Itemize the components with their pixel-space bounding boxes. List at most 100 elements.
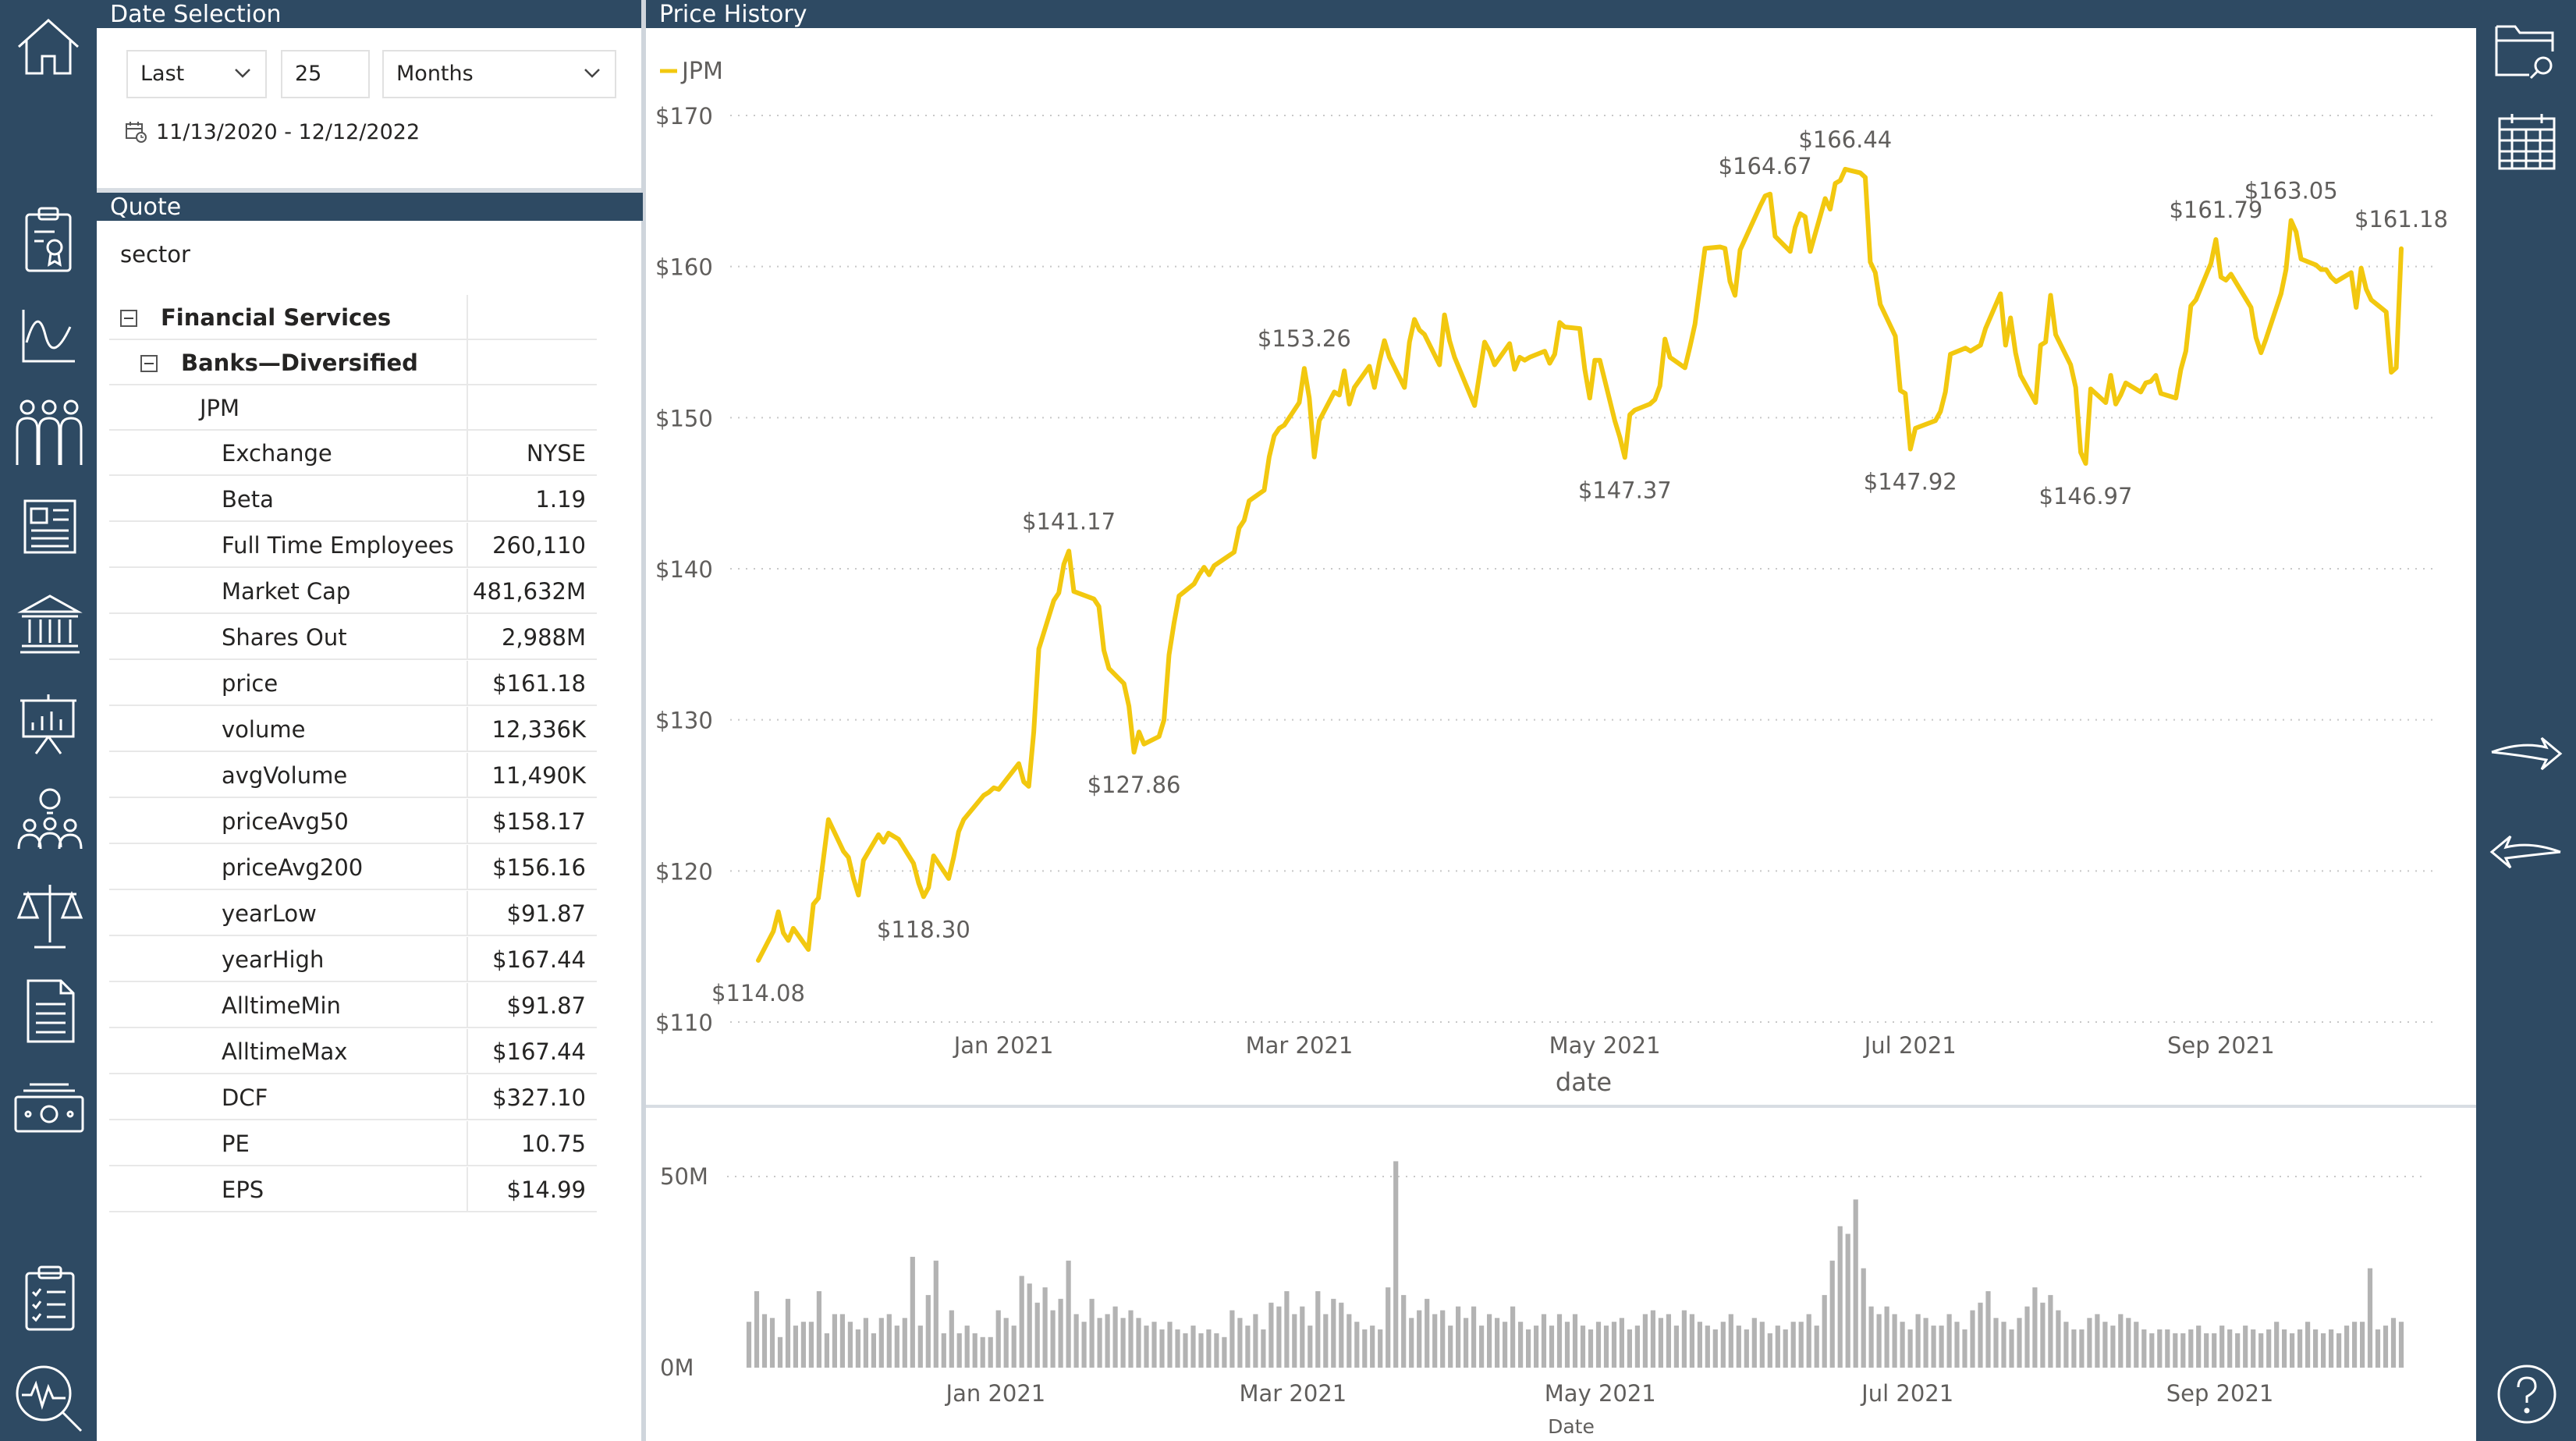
volume-bar [1190,1326,1196,1368]
data-label: $147.37 [1578,477,1672,503]
home-icon[interactable] [16,17,81,76]
volume-bar [1448,1326,1453,1368]
quote-row-value: $91.87 [506,992,586,1019]
clipboard-ribbon-icon[interactable] [23,207,73,272]
cash-icon[interactable] [12,1083,86,1133]
volume-bar [1619,1318,1624,1368]
volume-bar [793,1326,798,1368]
relative-count-input[interactable]: 25 [281,50,370,98]
quote-row-label: EPS [222,1177,264,1203]
collapse-icon[interactable] [140,355,158,372]
line-chart-icon[interactable] [20,308,76,364]
volume-bar [839,1314,845,1368]
volume-bar [1019,1276,1024,1368]
volume-bar [1697,1322,1702,1368]
volume-bar [1323,1314,1329,1368]
volume-bar [972,1333,978,1368]
data-label: $141.17 [1022,508,1116,534]
volume-bar [1556,1314,1563,1368]
volume-bar [1136,1318,1141,1368]
volume-bar [1261,1329,1266,1368]
volume-bar [1892,1314,1897,1368]
volume-bar [1401,1294,1407,1368]
volume-bar [2079,1329,2085,1368]
chart-divider [646,1105,2476,1108]
volume-bar [1681,1310,1687,1368]
volume-bar [1526,1329,1531,1368]
y-tick-label: 50M [660,1163,708,1190]
quote-row: Beta 1.19 [109,477,597,522]
volume-bar [1650,1310,1655,1368]
calendar-clock-icon [126,122,147,143]
volume-bar [2126,1318,2131,1368]
arrow-right-icon[interactable] [2490,733,2562,774]
sector-row[interactable]: Financial Services [109,295,597,340]
price-line-chart: $110 $120 $130 $140 $150 $160 $170 Jan 2021 Mar… [655,58,2448,1097]
volume-bar [2336,1333,2342,1368]
volume-bar [2204,1333,2209,1368]
volume-bar [816,1291,821,1368]
volume-bar [1058,1298,1063,1368]
volume-bar [925,1294,931,1368]
checklist-icon[interactable] [25,1265,75,1331]
volume-bar [1627,1329,1632,1368]
left-nav-rail [0,0,97,1441]
bank-icon[interactable] [19,595,81,654]
volume-bar [1464,1318,1469,1368]
relative-unit-value: Months [396,62,474,86]
volume-bar [1595,1322,1602,1368]
volume-bar [1900,1322,1905,1368]
volume-bar [2375,1329,2381,1368]
x-axis-title: date [1556,1067,1612,1097]
volume-bar [1081,1322,1087,1368]
chart-legend[interactable]: JPM [660,58,723,85]
relative-mode-dropdown[interactable]: Last [126,50,267,98]
quote-row: Market Cap 481,632M [109,569,597,614]
volume-bar [1689,1314,1694,1368]
quote-row: yearHigh $167.44 [109,937,597,982]
people-group-icon[interactable] [14,398,84,467]
quote-row-label: priceAvg50 [222,808,349,835]
volume-bar [1518,1322,1524,1368]
relative-unit-dropdown[interactable]: Months [382,50,616,98]
volume-bar [1487,1314,1492,1368]
volume-bar [1284,1291,1290,1368]
quote-row-label: priceAvg200 [222,854,364,881]
calendar-icon[interactable] [2498,112,2556,170]
collapse-icon[interactable] [120,310,137,327]
presentation-chart-icon[interactable] [19,693,78,755]
volume-bar [1471,1306,1477,1368]
volume-bar [1907,1329,1913,1368]
folder-search-icon[interactable] [2495,20,2559,78]
volume-bar [2274,1322,2280,1368]
volume-bar [1151,1322,1157,1368]
volume-bar [1845,1233,1850,1368]
volume-bar [1066,1260,1071,1368]
volume-bar [1744,1329,1749,1368]
document-icon[interactable] [27,979,75,1043]
volume-bar [847,1322,853,1368]
help-icon[interactable] [2496,1364,2557,1425]
symbol-row[interactable]: JPM [109,385,597,431]
y-tick-label: 0M [660,1354,694,1381]
lightbulb-team-icon[interactable] [17,786,83,850]
scales-icon[interactable] [16,883,84,949]
volume-bar [1362,1329,1368,1368]
volume-bar [1541,1314,1547,1368]
volume-bar [1946,1314,1952,1368]
volume-bar [761,1314,768,1368]
quote-header: Quote [97,193,643,221]
heartbeat-search-icon[interactable] [14,1364,84,1432]
quote-row: priceAvg50 $158.17 [109,799,597,844]
industry-row[interactable]: Banks—Diversified [109,340,597,385]
volume-bar [1097,1318,1102,1368]
newspaper-icon[interactable] [23,499,76,554]
x-tick-label: Jul 2021 [1860,1380,1953,1407]
volume-bar [2344,1326,2350,1368]
quote-row-value: 1.19 [535,486,586,513]
arrow-left-icon[interactable] [2490,830,2562,871]
volume-bar [1206,1329,1212,1368]
volume-bar [2017,1318,2022,1368]
volume-bar [2258,1333,2264,1368]
volume-bar-chart: 0M 50M Jan 2021 Mar 2021 May 2021 Jul 2021 Se… [660,1161,2425,1438]
